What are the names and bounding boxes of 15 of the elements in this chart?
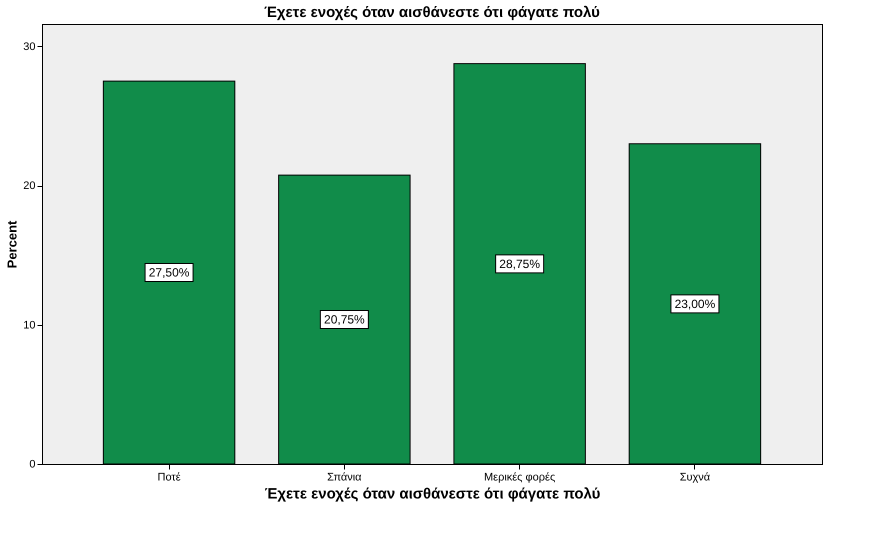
x-tick-label: Σπάνια [327, 472, 362, 484]
data-label: 23,00% [674, 296, 716, 311]
x-axis-title: Έχετε ενοχές όταν αισθάνεστε ότι φάγατε πολύ [264, 486, 601, 502]
data-label: 28,75% [499, 256, 540, 271]
x-tick-label: Ποτέ [158, 472, 181, 484]
data-label: 20,75% [324, 312, 366, 327]
chart-title: Έχετε ενοχές όταν αισθάνεστε ότι φάγατε πολύ [264, 4, 600, 21]
x-tick-label: Συχνά [680, 472, 711, 484]
x-tick-label: Μερικές φορές [484, 472, 556, 484]
y-tick-label: 20 [23, 180, 36, 192]
y-tick-label: 30 [23, 40, 36, 53]
y-tick-label: 10 [23, 319, 36, 332]
y-tick-label: 0 [29, 458, 36, 470]
y-axis-title: Percent [4, 220, 20, 268]
data-label: 27,50% [148, 266, 190, 280]
